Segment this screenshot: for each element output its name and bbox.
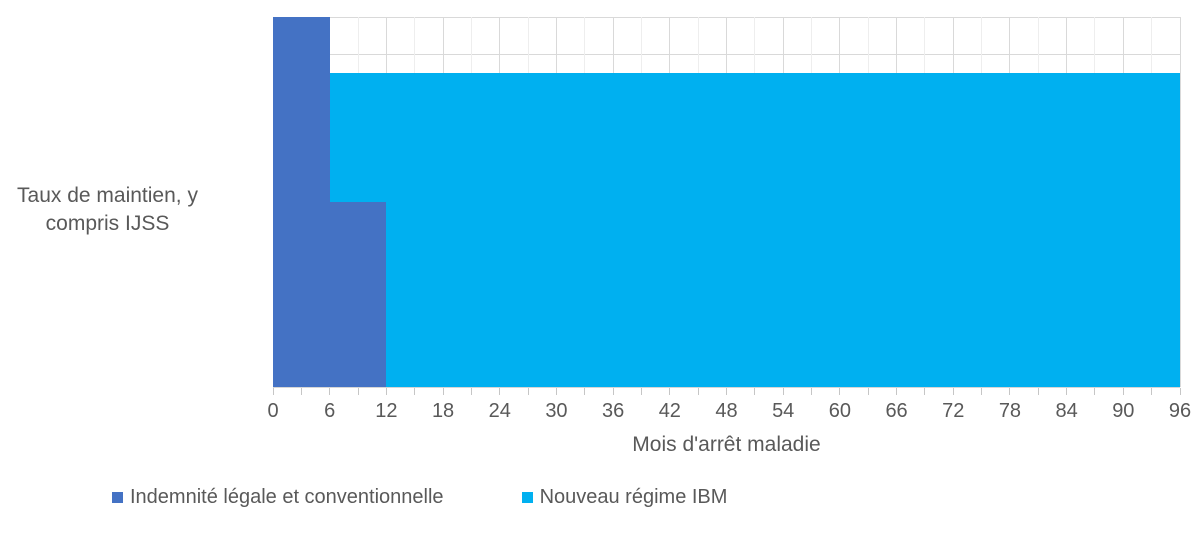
x-tick-mark [754,388,756,395]
x-tick-mark [442,388,444,395]
series-area-1 [273,72,1180,387]
x-tick-mark [612,388,614,395]
x-tick-label: 78 [998,400,1022,422]
x-tick-mark [300,388,302,395]
legend-swatch-legal-icon [112,492,123,503]
x-tick-label: 18 [431,400,455,422]
x-tick-mark [811,388,813,395]
x-tick-mark [867,388,869,395]
x-tick-mark [697,388,699,395]
x-tick-label: 12 [375,400,398,422]
y-axis-title: Taux de maintien, y compris IJSS [17,184,198,235]
x-tick-label: 30 [545,400,568,422]
x-tick-mark [782,388,784,395]
plot-area [273,16,1181,388]
legend-item-legal: Indemnité légale et conventionnelle [112,486,444,509]
x-tick-mark [726,388,727,395]
legend: Indemnité légale et conventionnelle Nouv… [112,486,727,509]
x-tick-mark [1009,388,1011,395]
x-tick-mark [1179,388,1181,395]
x-tick-mark [527,388,529,395]
x-tick-mark [357,388,359,395]
x-tick-mark [272,388,274,395]
x-tick-mark [1066,388,1068,395]
legend-label-legal: Indemnité légale et conventionnelle [130,486,444,508]
legend-swatch-ibm-icon [521,492,533,503]
x-tick-mark [952,388,954,395]
x-tick-label: 90 [1112,400,1135,422]
gridline-vertical [1179,17,1181,387]
x-tick-mark [499,388,501,395]
x-tick-label: 6 [324,400,336,422]
x-tick-mark [555,388,557,395]
x-tick-label: 36 [602,400,625,422]
x-tick-label: 24 [488,400,511,422]
x-tick-mark [896,388,898,395]
x-tick-label: 84 [1055,400,1078,422]
x-tick-mark [329,388,331,395]
x-tick-mark [924,388,926,395]
x-tick-label: 0 [267,400,279,422]
x-tick-label: 72 [942,400,965,422]
x-tick-mark [669,388,671,395]
x-tick-mark [1122,388,1124,395]
series-area-0 [273,17,330,387]
x-tick-mark [981,388,983,395]
x-tick-label: 60 [828,400,851,422]
x-tick-mark [470,388,472,395]
x-tick-mark [385,388,387,395]
x-tick-mark [839,388,841,395]
x-tick-mark [640,388,642,395]
legend-label-ibm: Nouveau régime IBM [539,486,728,508]
x-axis-title: Mois d'arrêt maladie [632,433,821,456]
x-tick-mark [1094,388,1096,395]
x-tick-mark [1151,388,1153,395]
x-tick-mark [1037,388,1039,395]
x-axis: 0 6 12 18 24 30 36 42 48 54 60 66 72 78 84 90 96 [267,388,1191,428]
x-tick-mark [584,388,586,395]
x-tick-label: 96 [1168,400,1192,422]
x-tick-label: 48 [715,400,738,422]
x-tick-label: 66 [885,400,908,422]
legend-item-ibm: Nouveau régime IBM [521,486,728,509]
series-area-0 [329,202,387,387]
x-tick-label: 54 [772,400,795,422]
x-tick-label: 42 [658,400,681,422]
x-tick-mark [414,388,416,395]
